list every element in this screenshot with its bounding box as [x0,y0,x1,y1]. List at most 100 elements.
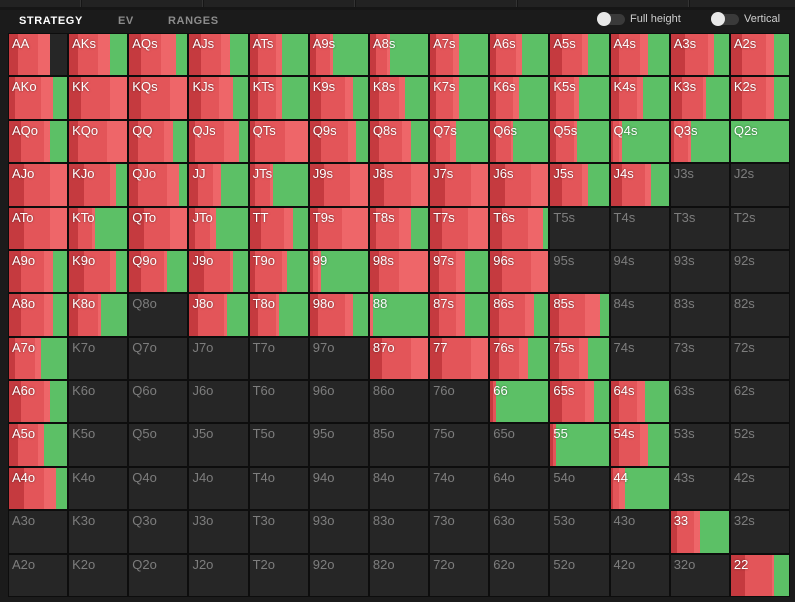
hand-cell-qjo[interactable]: QJo [129,164,188,206]
hand-cell-a4s[interactable]: A4s [610,34,669,76]
hand-cell-73s[interactable]: 73s [670,337,729,380]
hand-cell-94o[interactable]: 94o [309,467,368,510]
hand-cell-66[interactable]: 66 [490,381,549,423]
hand-cell-k8o[interactable]: K8o [69,294,128,336]
hand-cell-a8o[interactable]: A8o [9,294,68,336]
hand-cell-77[interactable]: 77 [430,337,489,380]
hand-cell-92o[interactable]: 92o [309,554,368,596]
hand-cell-44[interactable]: 44 [610,467,669,510]
hand-cell-q6s[interactable]: Q6s [490,120,549,163]
hand-cell-kqo[interactable]: KQo [69,120,128,163]
hand-cell-k5s[interactable]: K5s [550,77,609,119]
hand-cell-k4o[interactable]: K4o [69,467,128,510]
hand-cell-k3s[interactable]: K3s [670,77,729,119]
hand-cell-t6o[interactable]: T6o [249,381,308,423]
hand-cell-42s[interactable]: 42s [730,467,789,510]
hand-cell-q9o[interactable]: Q9o [129,250,188,293]
hand-cell-82s[interactable]: 82s [730,294,789,336]
hand-cell-k4s[interactable]: K4s [610,77,669,119]
hand-cell-t2o[interactable]: T2o [249,554,308,596]
hand-cell-aks[interactable]: AKs [69,34,128,76]
hand-cell-aqo[interactable]: AQo [9,120,68,163]
hand-cell-q3s[interactable]: Q3s [670,120,729,163]
hand-cell-t5o[interactable]: T5o [249,424,308,466]
hand-cell-72o[interactable]: 72o [430,554,489,596]
hand-cell-ato[interactable]: ATo [9,207,68,249]
hand-cell-87s[interactable]: 87s [430,294,489,336]
hand-cell-76s[interactable]: 76s [490,337,549,380]
hand-cell-a8s[interactable]: A8s [369,34,429,76]
hand-cell-84s[interactable]: 84s [610,294,669,336]
hand-cell-jts[interactable]: JTs [249,164,308,206]
hand-cell-43s[interactable]: 43s [670,467,729,510]
hand-cell-k2s[interactable]: K2s [730,77,789,119]
hand-cell-93s[interactable]: 93s [670,250,729,293]
hand-cell-q2o[interactable]: Q2o [129,554,188,596]
hand-cell-j4s[interactable]: J4s [610,164,669,206]
hand-cell-74o[interactable]: 74o [430,467,489,510]
hand-cell-j2o[interactable]: J2o [189,554,248,596]
hand-cell-kjo[interactable]: KJo [69,164,128,206]
hand-cell-ats[interactable]: ATs [249,34,308,76]
hand-cell-97o[interactable]: 97o [309,337,368,380]
hand-cell-t7s[interactable]: T7s [430,207,489,249]
hand-cell-64o[interactable]: 64o [490,467,549,510]
hand-cell-aqs[interactable]: AQs [129,34,188,76]
hand-cell-a9o[interactable]: A9o [9,250,68,293]
hand-cell-62s[interactable]: 62s [730,381,789,423]
hand-cell-k6o[interactable]: K6o [69,381,128,423]
hand-cell-k9o[interactable]: K9o [69,250,128,293]
hand-cell-qts[interactable]: QTs [249,120,308,163]
hand-cell-76o[interactable]: 76o [430,381,489,423]
hand-cell-t3o[interactable]: T3o [249,511,308,553]
hand-cell-95o[interactable]: 95o [309,424,368,466]
hand-cell-t9s[interactable]: T9s [309,207,368,249]
hand-cell-q4o[interactable]: Q4o [129,467,188,510]
hand-cell-q8s[interactable]: Q8s [369,120,429,163]
vertical-toggle[interactable]: Vertical [711,11,780,26]
hand-cell-k5o[interactable]: K5o [69,424,128,466]
hand-cell-a6o[interactable]: A6o [9,381,68,423]
hand-cell-83o[interactable]: 83o [369,511,429,553]
hand-cell-q5o[interactable]: Q5o [129,424,188,466]
hand-cell-k6s[interactable]: K6s [490,77,549,119]
hand-cell-65s[interactable]: 65s [550,381,609,423]
hand-cell-j2s[interactable]: J2s [730,164,789,206]
hand-cell-62o[interactable]: 62o [490,554,549,596]
hand-cell-a7o[interactable]: A7o [9,337,68,380]
hand-cell-63o[interactable]: 63o [490,511,549,553]
hand-cell-t7o[interactable]: T7o [249,337,308,380]
hand-cell-98o[interactable]: 98o [309,294,368,336]
hand-cell-97s[interactable]: 97s [430,250,489,293]
hand-cell-63s[interactable]: 63s [670,381,729,423]
hand-cell-tt[interactable]: TT [249,207,308,249]
hand-cell-t8s[interactable]: T8s [369,207,429,249]
hand-cell-q9s[interactable]: Q9s [309,120,368,163]
hand-cell-t2s[interactable]: T2s [730,207,789,249]
hand-cell-73o[interactable]: 73o [430,511,489,553]
hand-cell-t5s[interactable]: T5s [550,207,609,249]
hand-cell-85s[interactable]: 85s [550,294,609,336]
full-height-toggle[interactable]: Full height [597,11,681,26]
hand-cell-83s[interactable]: 83s [670,294,729,336]
hand-cell-82o[interactable]: 82o [369,554,429,596]
hand-cell-t6s[interactable]: T6s [490,207,549,249]
full-height-switch[interactable] [597,11,625,26]
hand-cell-qq[interactable]: QQ [129,120,188,163]
hand-cell-ako[interactable]: AKo [9,77,68,119]
hand-cell-q3o[interactable]: Q3o [129,511,188,553]
hand-cell-54o[interactable]: 54o [550,467,609,510]
hand-cell-64s[interactable]: 64s [610,381,669,423]
hand-cell-aa[interactable]: AA [9,34,68,76]
hand-cell-t4o[interactable]: T4o [249,467,308,510]
tab-ranges[interactable]: RANGES [168,14,219,27]
hand-cell-k9s[interactable]: K9s [309,77,368,119]
hand-cell-q6o[interactable]: Q6o [129,381,188,423]
hand-cell-kto[interactable]: KTo [69,207,128,249]
hand-cell-j6s[interactable]: J6s [490,164,549,206]
hand-cell-kts[interactable]: KTs [249,77,308,119]
hand-cell-94s[interactable]: 94s [610,250,669,293]
hand-cell-k3o[interactable]: K3o [69,511,128,553]
hand-cell-q7o[interactable]: Q7o [129,337,188,380]
hand-cell-a4o[interactable]: A4o [9,467,68,510]
